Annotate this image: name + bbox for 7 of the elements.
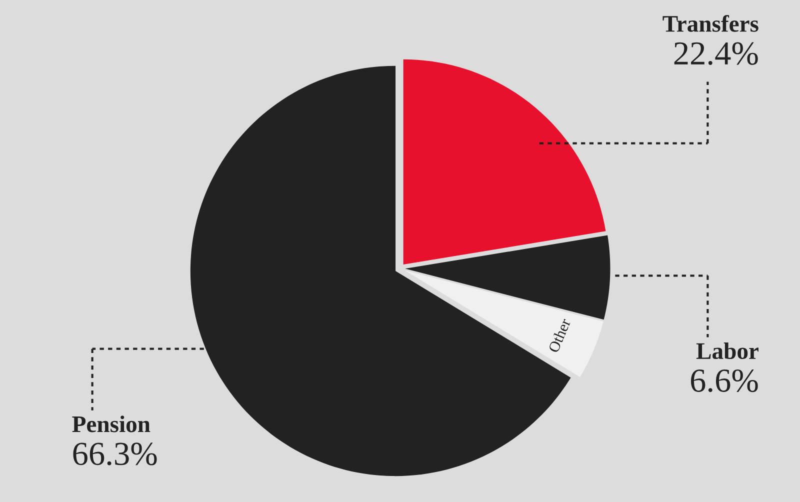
- slice-label: Other: [548, 318, 571, 354]
- data-label: 66.3%: [73, 442, 157, 466]
- slice-label: Transfers: [662, 15, 758, 32]
- slice-label: Pension: [72, 416, 150, 432]
- data-label: 6.6%: [690, 369, 758, 392]
- slice-label: Labor: [696, 342, 758, 360]
- data-label: 22.4%: [674, 42, 758, 65]
